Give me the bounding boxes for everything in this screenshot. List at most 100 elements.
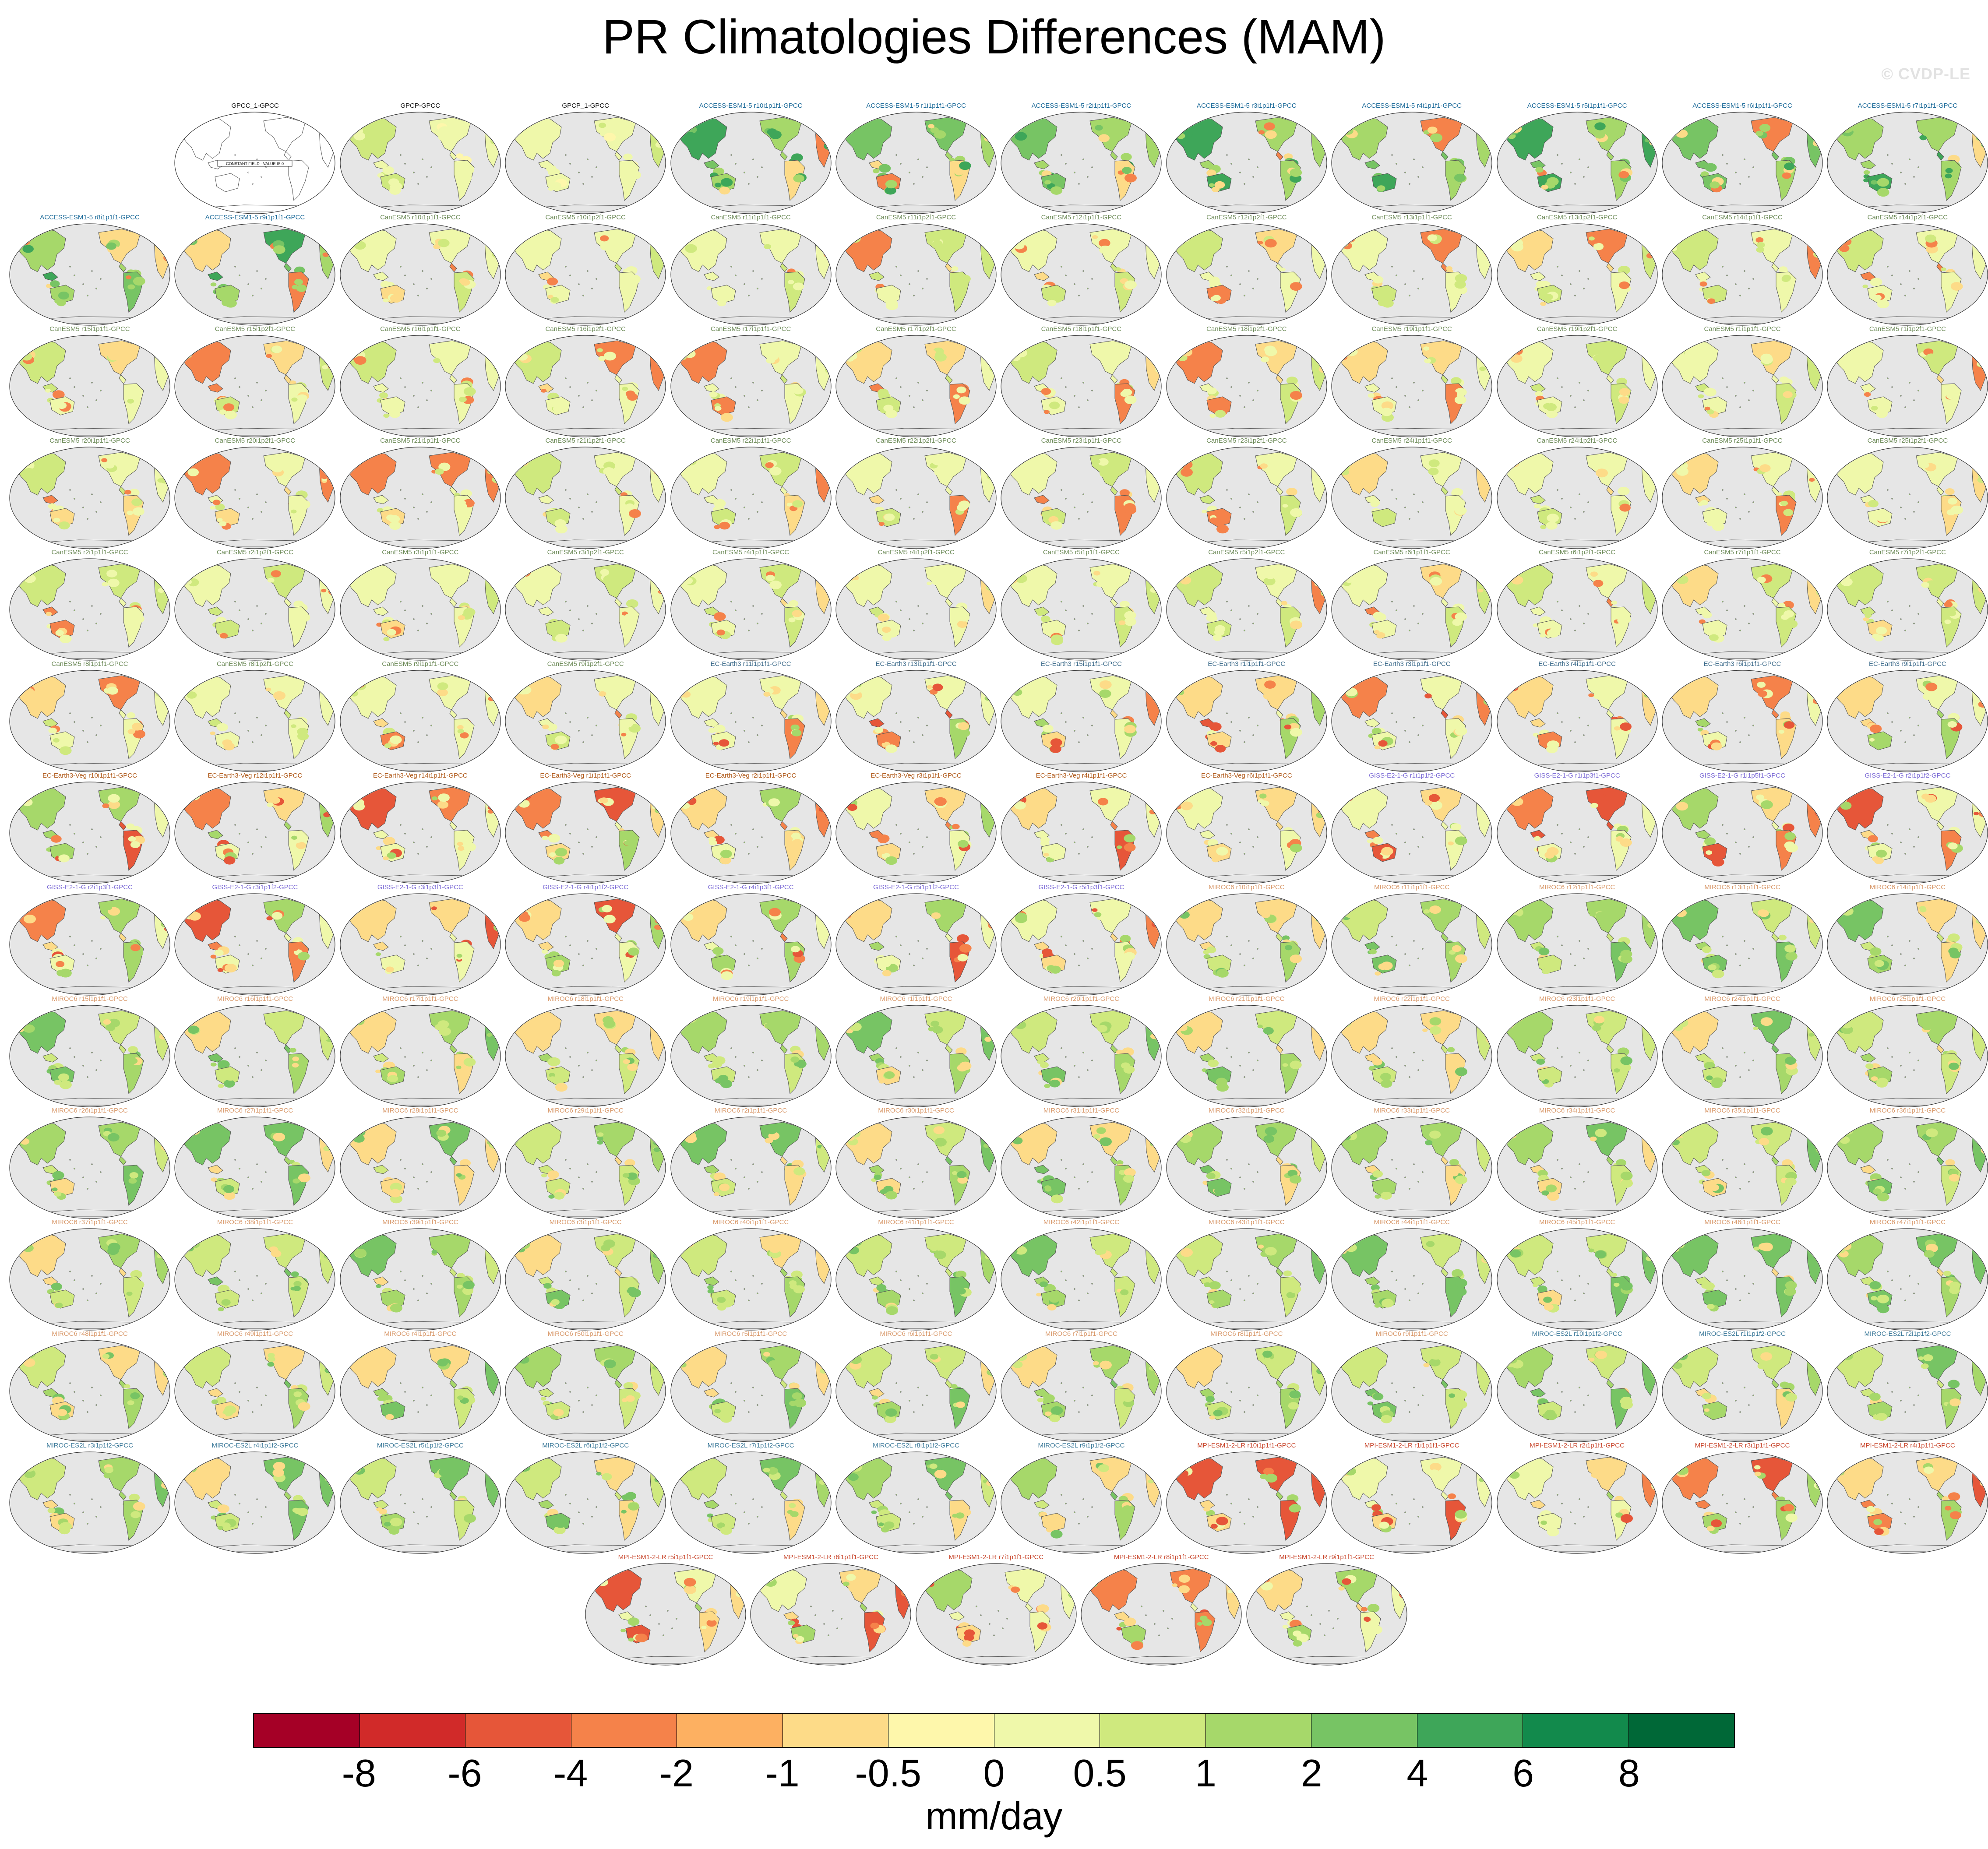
precip-anomaly-patch: [182, 797, 188, 802]
precip-anomaly-patch: [1455, 388, 1467, 397]
precip-anomaly-patch: [1049, 851, 1060, 859]
land-region: [594, 787, 636, 822]
island: [234, 1159, 236, 1161]
precip-anomaly-patch: [514, 570, 521, 575]
land-region: [1183, 651, 1315, 659]
map-panel: MIROC6 r10i1p1f1-GPCC: [1166, 883, 1328, 997]
island: [422, 940, 423, 942]
precip-anomaly-patch: [1095, 125, 1103, 131]
land-region: [1199, 830, 1215, 839]
land-region: [1844, 539, 1976, 547]
precip-anomaly-patch: [1841, 682, 1853, 690]
precip-anomaly-patch: [713, 612, 726, 621]
island: [917, 493, 919, 495]
island: [417, 1188, 419, 1190]
precip-anomaly-patch: [18, 1128, 25, 1133]
island: [752, 1052, 754, 1053]
precip-anomaly-patch: [130, 1270, 143, 1279]
precip-anomaly-patch: [514, 1239, 522, 1244]
precip-anomaly-patch: [1315, 916, 1324, 923]
island: [1413, 605, 1415, 607]
precip-anomaly-patch: [265, 687, 271, 691]
island: [909, 1176, 910, 1178]
land-region: [454, 941, 475, 983]
precip-anomaly-patch: [1760, 353, 1773, 363]
map-panel-label: GPCP_1-GPCC: [562, 102, 609, 109]
island: [239, 1279, 240, 1281]
land-region: [1776, 718, 1797, 760]
precip-anomaly-patch: [1372, 1058, 1383, 1066]
island: [417, 406, 419, 408]
precip-anomaly-patch: [1876, 627, 1887, 635]
island: [234, 266, 236, 268]
land-region: [759, 340, 802, 375]
precip-anomaly-patch: [1876, 849, 1887, 858]
land-region: [784, 718, 805, 760]
island: [1409, 295, 1410, 296]
island: [895, 601, 897, 602]
precip-anomaly-patch: [160, 358, 169, 365]
precip-anomaly-patch: [1280, 268, 1286, 271]
precip-anomaly-patch: [791, 832, 801, 839]
island: [761, 166, 763, 168]
land-region: [1844, 428, 1976, 436]
world-map: [670, 1005, 832, 1107]
land-region: [1771, 263, 1779, 272]
map-panel: MIROC6 r27i1p1f1-GPCC: [174, 1106, 336, 1220]
land-region: [1110, 486, 1118, 496]
map-panel: ACCESS-ESM1-5 r4i1p1f1-GPCC: [1331, 102, 1493, 215]
precip-anomaly-patch: [626, 599, 638, 608]
map-panel-label: CanESM5 r21i1p2f1-GPCC: [545, 437, 626, 444]
precip-anomaly-patch: [708, 728, 716, 733]
map-panel-label: CanESM5 r16i1p2f1-GPCC: [545, 325, 626, 333]
island: [413, 507, 415, 508]
precip-anomaly-patch: [51, 835, 62, 843]
island: [1578, 382, 1580, 384]
precip-anomaly-patch: [352, 798, 364, 807]
land-region: [1276, 1044, 1283, 1054]
precip-anomaly-patch: [1760, 800, 1773, 809]
precip-anomaly-patch: [107, 1247, 119, 1255]
island: [922, 399, 924, 401]
map-panel: GISS-E2-1-G r2i1p3f1-GPCC: [9, 883, 171, 997]
map-panel-label: CanESM5 r2i1p1f1-GPCC: [51, 549, 128, 556]
map-panel-label: ACCESS-ESM1-5 r6i1p1f1-GPCC: [1692, 102, 1792, 109]
precip-anomaly-patch: [210, 731, 216, 735]
world-map: [1496, 112, 1658, 214]
precip-anomaly-patch: [1699, 619, 1706, 624]
precip-anomaly-patch: [46, 612, 52, 616]
land-region: [1348, 316, 1480, 324]
island: [591, 288, 593, 289]
land-region: [1364, 383, 1381, 393]
precip-anomaly-patch: [1506, 796, 1515, 802]
island: [400, 1159, 402, 1161]
land-region: [1695, 271, 1711, 281]
precip-anomaly-patch: [1377, 185, 1385, 191]
precip-anomaly-patch: [1260, 356, 1269, 363]
map-panel-label: CanESM5 r24i1p2f1-GPCC: [1537, 437, 1618, 444]
island: [591, 846, 593, 848]
precip-anomaly-patch: [1377, 632, 1385, 638]
island: [1422, 725, 1424, 726]
land-region: [288, 160, 309, 201]
precip-anomaly-patch: [1815, 800, 1822, 810]
precip-anomaly-patch: [217, 723, 229, 732]
precip-anomaly-patch: [1290, 954, 1302, 963]
island: [1583, 288, 1585, 289]
precip-anomaly-patch: [519, 568, 531, 577]
map-panel-label: MIROC6 r22i1p1f1-GPCC: [1374, 995, 1450, 1003]
island: [91, 1275, 93, 1277]
map-panel-label: CanESM5 r4i1p2f1-GPCC: [878, 549, 955, 556]
island: [100, 613, 102, 615]
precip-anomaly-patch: [1212, 295, 1221, 301]
world-map: [1166, 447, 1327, 549]
precip-anomaly-patch: [1872, 634, 1880, 639]
precip-anomaly-patch: [1650, 464, 1657, 473]
map-panel: GISS-E2-1-G r1i1p1f2-GPCC: [1331, 771, 1493, 885]
precip-anomaly-patch: [354, 461, 366, 470]
island: [1587, 1060, 1589, 1061]
map-panel-label: EC-Earth3-Veg r10i1p1f1-GPCC: [42, 772, 137, 779]
precip-anomaly-patch: [1671, 797, 1680, 803]
precip-anomaly-patch: [1098, 798, 1109, 806]
island: [1739, 183, 1741, 185]
